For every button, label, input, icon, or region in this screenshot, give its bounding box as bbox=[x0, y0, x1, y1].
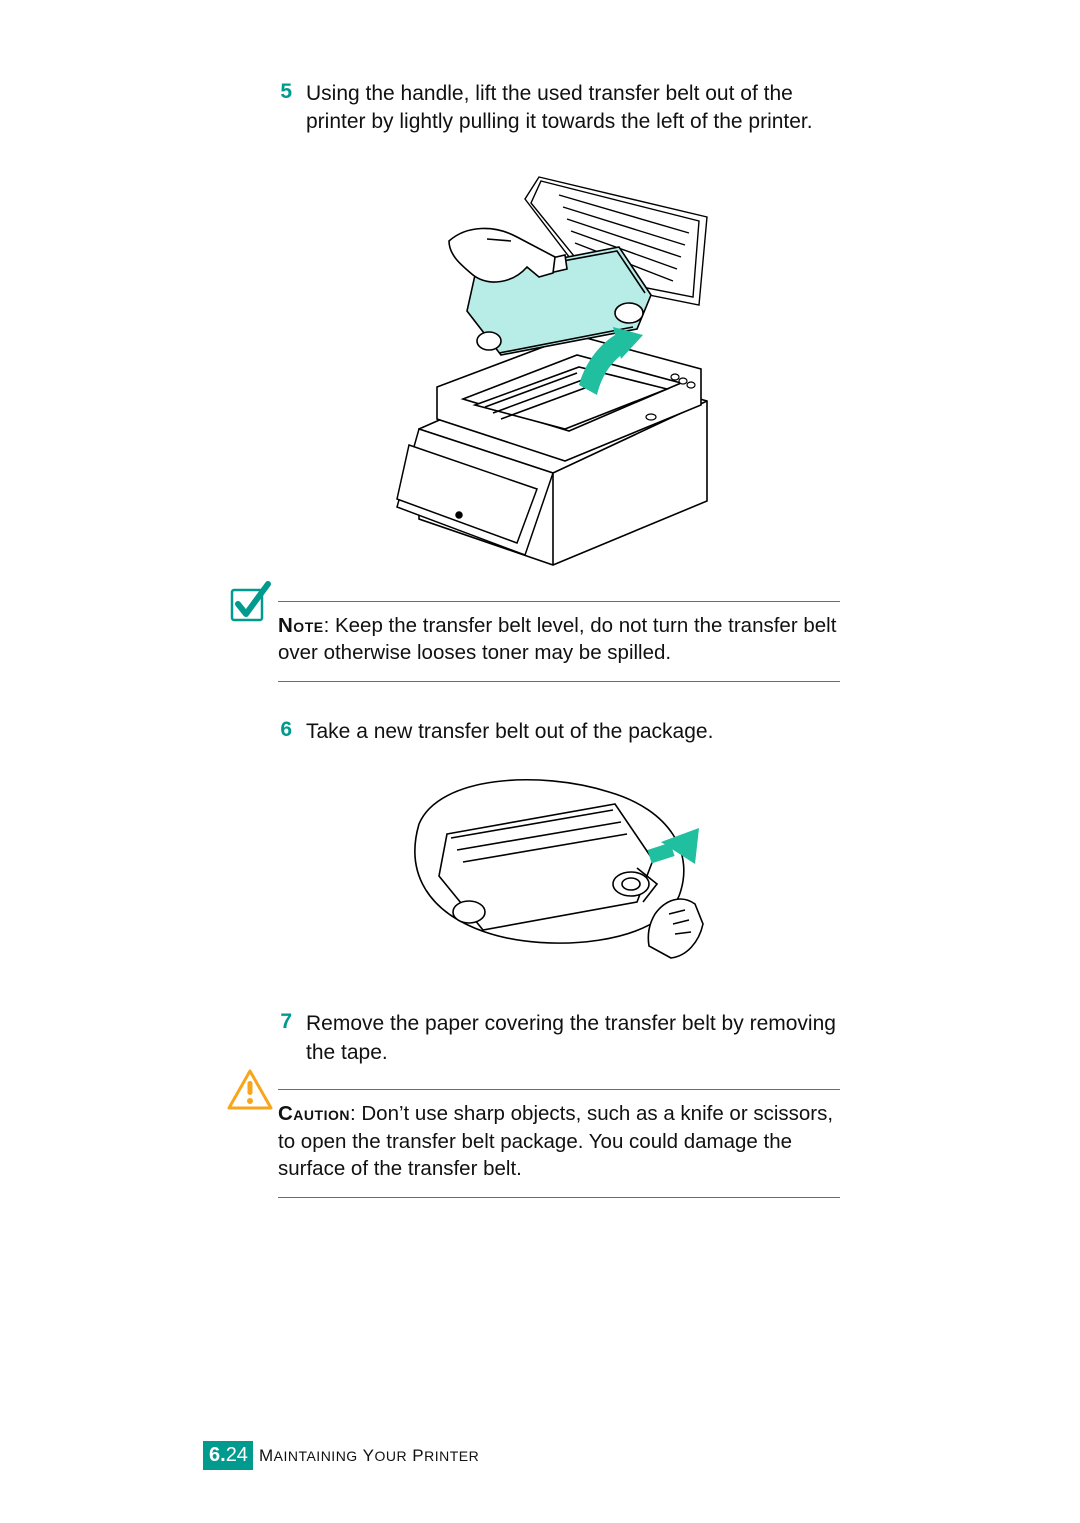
step-7-number: 7 bbox=[278, 1010, 292, 1067]
page-number-badge: 6.24 bbox=[203, 1441, 253, 1470]
note-callout: Note: Keep the transfer belt level, do n… bbox=[278, 601, 840, 682]
chapter-number: 6. bbox=[209, 1444, 226, 1466]
note-text: Note: Keep the transfer belt level, do n… bbox=[278, 612, 840, 667]
step-5: 5 Using the handle, lift the used transf… bbox=[278, 80, 840, 137]
page-footer: 6.24 MAINTAINING YOUR PRINTER bbox=[203, 1441, 479, 1470]
step-6-text: Take a new transfer belt out of the pack… bbox=[306, 718, 713, 746]
note-label: Note bbox=[278, 614, 324, 637]
note-body: : Keep the transfer belt level, do not t… bbox=[278, 614, 836, 665]
step-7: 7 Remove the paper covering the transfer… bbox=[278, 1010, 840, 1067]
checkmark-icon bbox=[226, 580, 272, 631]
step-5-number: 5 bbox=[278, 80, 292, 137]
caution-icon bbox=[226, 1068, 274, 1117]
printer-transfer-belt-illustration bbox=[389, 155, 729, 573]
step-6: 6 Take a new transfer belt out of the pa… bbox=[278, 718, 840, 746]
figure-2 bbox=[278, 764, 840, 982]
step-5-text: Using the handle, lift the used transfer… bbox=[306, 80, 840, 137]
step-6-number: 6 bbox=[278, 718, 292, 746]
caution-text: Caution: Don’t use sharp objects, such a… bbox=[278, 1100, 840, 1183]
footer-title: MAINTAINING YOUR PRINTER bbox=[259, 1446, 479, 1466]
caution-callout: Caution: Don’t use sharp objects, such a… bbox=[278, 1089, 840, 1198]
step-7-text: Remove the paper covering the transfer b… bbox=[306, 1010, 840, 1067]
caution-label: Caution bbox=[278, 1102, 350, 1125]
new-transfer-belt-illustration bbox=[399, 764, 719, 982]
page-number: 24 bbox=[226, 1444, 248, 1466]
figure-1 bbox=[278, 155, 840, 573]
caution-body: : Don’t use sharp objects, such as a kni… bbox=[278, 1102, 833, 1180]
